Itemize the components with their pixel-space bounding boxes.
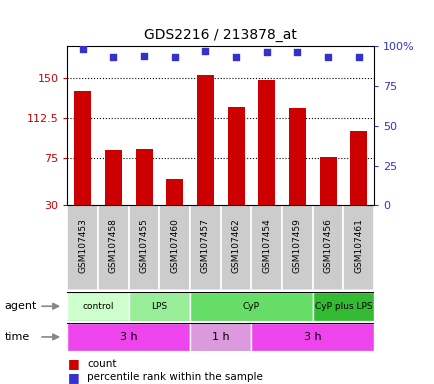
Text: ■: ■ [67,358,79,371]
Text: control: control [82,302,114,311]
Bar [251,205,282,290]
Text: time: time [4,332,30,342]
Text: GSM107461: GSM107461 [353,218,362,273]
Bar [67,323,190,351]
Bar [159,205,190,290]
Bar [220,205,251,290]
Bar [98,205,128,290]
Bar [251,323,373,351]
Title: GDS2216 / 213878_at: GDS2216 / 213878_at [144,28,296,42]
Point [324,54,331,60]
Text: GSM107462: GSM107462 [231,218,240,273]
Bar [319,157,336,205]
Text: GSM107460: GSM107460 [170,218,179,273]
Text: ■: ■ [67,371,79,384]
Bar [166,179,183,205]
Text: CyP: CyP [242,302,260,311]
Bar [105,150,122,205]
Bar [258,80,275,205]
Point [79,46,86,52]
Text: 3 h: 3 h [303,332,321,342]
Text: 1 h: 1 h [211,332,229,342]
Bar [190,292,312,321]
Text: GSM107458: GSM107458 [108,218,118,273]
Point [171,54,178,60]
Text: GSM107453: GSM107453 [78,218,87,273]
Text: GSM107457: GSM107457 [201,218,210,273]
Text: percentile rank within the sample: percentile rank within the sample [87,372,262,382]
Bar [74,91,91,205]
Bar [67,292,128,321]
Text: GSM107455: GSM107455 [139,218,148,273]
Bar [128,292,190,321]
Text: count: count [87,359,116,369]
Bar [343,205,373,290]
Bar [227,107,244,205]
Point [201,48,208,54]
Bar [288,108,305,205]
Bar [135,149,152,205]
Point [293,50,300,56]
Bar [312,205,343,290]
Bar [190,205,220,290]
Point [263,50,270,56]
Point [355,54,362,60]
Text: 3 h: 3 h [120,332,137,342]
Text: LPS: LPS [151,302,167,311]
Point [232,54,239,60]
Point [140,53,147,59]
Point [110,54,117,60]
Bar [349,131,366,205]
Text: CyP plus LPS: CyP plus LPS [314,302,372,311]
Bar [312,292,373,321]
Text: GSM107456: GSM107456 [323,218,332,273]
Text: agent: agent [4,301,36,311]
Bar [128,205,159,290]
Bar [67,205,98,290]
Text: GSM107454: GSM107454 [262,218,271,273]
Text: GSM107459: GSM107459 [292,218,301,273]
Bar [190,323,251,351]
Bar [197,75,214,205]
Bar [282,205,312,290]
